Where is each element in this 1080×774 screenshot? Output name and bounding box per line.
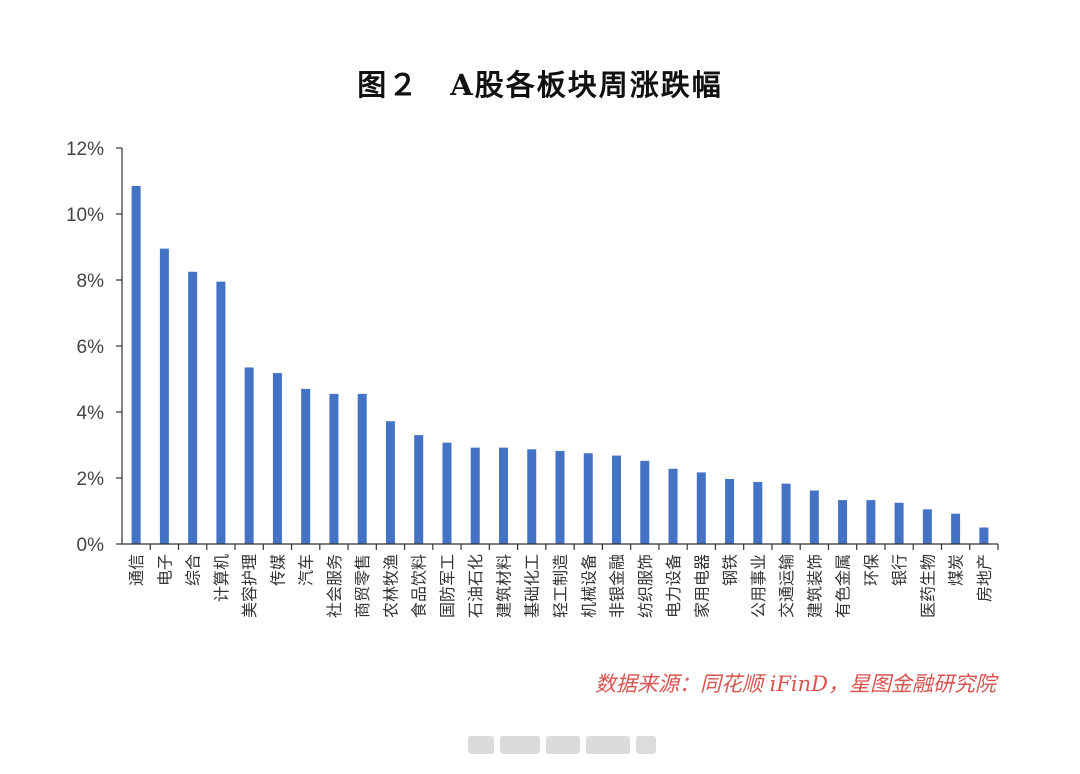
bar — [498, 447, 508, 544]
bar — [216, 281, 226, 544]
bar — [272, 373, 282, 544]
bar — [640, 460, 650, 544]
x-tick-label: 医药生物 — [918, 554, 937, 618]
x-tick-label: 汽车 — [297, 554, 316, 586]
x-tick-label: 通信 — [127, 554, 146, 586]
bars — [131, 185, 989, 544]
chart-title: 图２ A股各板块周涨跌幅 — [357, 68, 723, 102]
bar — [725, 478, 735, 544]
bar — [244, 367, 254, 544]
bar — [696, 472, 706, 544]
y-tick-label: 12% — [66, 139, 104, 160]
y-tick-label: 4% — [77, 403, 105, 424]
x-tick-label: 家用电器 — [692, 554, 711, 618]
watermark-logo — [468, 734, 656, 756]
bar — [922, 509, 932, 544]
x-tick-label: 非银金融 — [608, 554, 627, 618]
source-note: 数据来源：同花顺 iFinD，星图金融研究院 — [594, 672, 996, 696]
x-tick-label: 建筑装饰 — [805, 554, 824, 618]
x-tick-label: 建筑材料 — [494, 554, 513, 618]
bar — [188, 271, 198, 544]
x-tick-label: 综合 — [184, 554, 203, 586]
x-tick-label: 机械设备 — [579, 554, 598, 618]
bar — [442, 442, 452, 544]
x-tick-label: 钢铁 — [721, 554, 740, 586]
x-tick-label: 传媒 — [268, 554, 287, 586]
x-tick-label: 石油石化 — [466, 554, 485, 618]
bar — [979, 527, 989, 544]
bar — [951, 513, 961, 544]
bar — [583, 453, 593, 544]
x-tick-label: 电子 — [155, 554, 174, 586]
x-tick-label: 环保 — [862, 554, 881, 586]
x-tick-label: 轻工制造 — [551, 554, 570, 618]
x-tick-label: 农林牧渔 — [381, 554, 400, 618]
bar — [555, 450, 565, 544]
bar — [527, 449, 537, 544]
bar — [470, 447, 480, 544]
x-tick-label: 计算机 — [212, 554, 231, 602]
bar — [809, 490, 819, 544]
x-tick-label: 交通运输 — [777, 554, 796, 618]
y-tick-label: 8% — [77, 271, 105, 292]
y-tick-label: 6% — [77, 337, 105, 358]
bar — [159, 248, 169, 544]
bar — [894, 502, 904, 544]
bar — [838, 500, 848, 544]
x-axis: 通信 电子 综合 计算机 美容护理 传媒 汽车 社会服务 商贸零售 农林牧渔 食品饮料 国防军工 石油石… — [122, 543, 999, 618]
y-tick-label: 0% — [77, 535, 105, 556]
y-tick-label: 10% — [66, 205, 104, 226]
x-tick-label: 有色金属 — [834, 554, 853, 618]
bar — [131, 185, 141, 544]
bar — [329, 393, 339, 544]
x-tick-label: 银行 — [890, 554, 909, 586]
x-tick-label: 煤炭 — [947, 554, 966, 586]
bar — [668, 468, 678, 544]
x-tick-label: 国防军工 — [438, 554, 457, 618]
x-tick-label: 公用事业 — [749, 554, 768, 618]
y-axis: 0% 2% 4% 6% 8% 10% 12% — [66, 139, 123, 556]
y-tick-label: 2% — [77, 469, 105, 490]
bar — [385, 421, 395, 544]
bar — [866, 500, 876, 544]
bar — [414, 435, 424, 544]
bar — [781, 483, 791, 544]
bar — [753, 481, 763, 544]
x-tick-label: 社会服务 — [325, 554, 344, 618]
x-tick-label: 食品饮料 — [410, 554, 429, 618]
x-tick-label: 电力设备 — [664, 554, 683, 618]
bar — [357, 393, 367, 544]
bar — [612, 455, 622, 544]
x-tick-label: 纺织服饰 — [636, 554, 655, 618]
x-tick-label: 基础化工 — [523, 554, 542, 618]
x-tick-label: 商贸零售 — [353, 554, 372, 618]
x-tick-label: 美容护理 — [240, 554, 259, 618]
x-tick-label: 房地产 — [975, 554, 994, 602]
bar — [301, 388, 311, 544]
